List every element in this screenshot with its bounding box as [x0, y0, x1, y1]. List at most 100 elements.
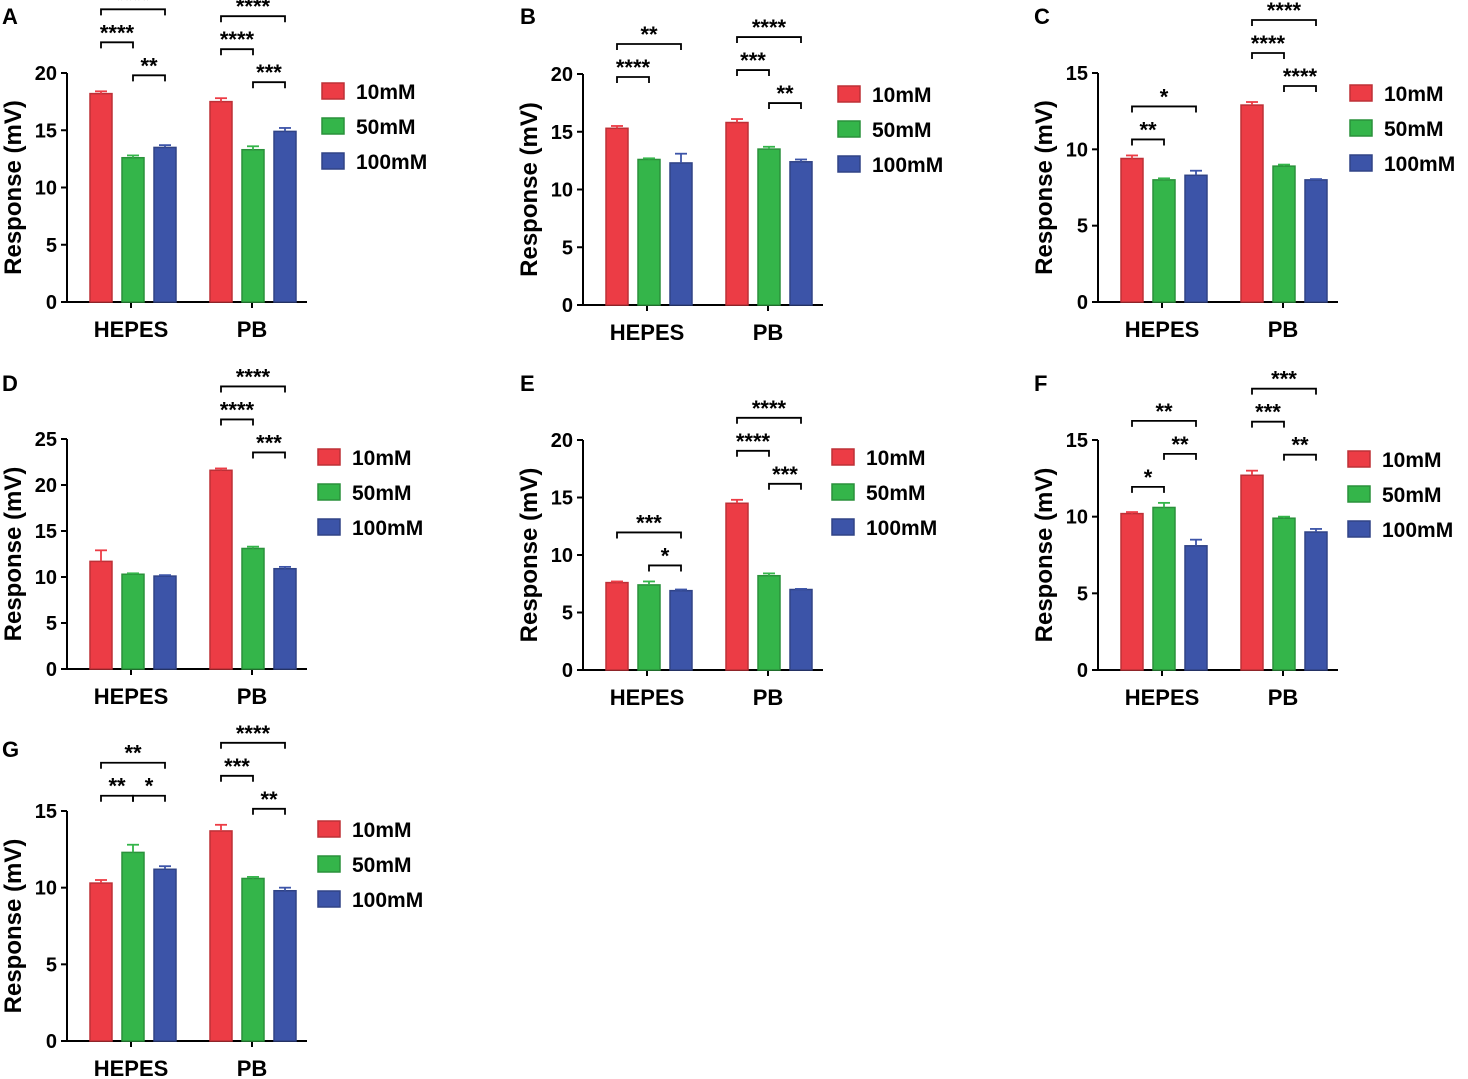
significance-label: **	[1155, 399, 1173, 424]
bar-50mM-pb	[1272, 517, 1296, 671]
y-tick-label: 0	[46, 1031, 57, 1053]
bar-10mM-hepes	[89, 882, 113, 1042]
y-tick-label: 5	[1077, 216, 1088, 238]
bar-50mM-hepes	[121, 156, 145, 303]
legend-swatch-50mM	[317, 483, 341, 501]
significance-label: ***	[740, 48, 766, 73]
y-tick-label: 25	[35, 429, 57, 451]
significance-bracket	[1251, 52, 1285, 60]
legend-swatch-50mM	[1349, 119, 1373, 137]
legend-swatch-50mM	[831, 483, 855, 501]
bar-100mM-hepes	[669, 162, 693, 306]
y-tick-label: 0	[562, 660, 573, 682]
significance-label: ****	[220, 27, 255, 52]
legend-swatch-100mM	[1347, 520, 1371, 538]
x-tick-label: PB	[753, 320, 784, 345]
legend-swatch-10mM	[321, 82, 345, 100]
y-tick-label: 10	[35, 567, 57, 589]
bar-10mM-pb	[209, 469, 233, 670]
y-axis-title: Response (mV)	[0, 467, 27, 642]
y-tick-label: 20	[35, 63, 57, 85]
y-axis-title: Response (mV)	[1031, 100, 1058, 275]
bar-10mM-hepes	[605, 581, 629, 671]
bar-10mM-pb	[209, 100, 233, 303]
legend-label: 50mM	[872, 119, 932, 142]
bar-100mM-pb	[1304, 179, 1328, 303]
x-tick-label: PB	[1268, 685, 1299, 710]
bar-50mM-hepes	[1152, 506, 1176, 671]
y-tick-label: 0	[46, 659, 57, 681]
significance-label: ****	[1267, 0, 1302, 23]
significance-bracket	[736, 449, 770, 457]
significance-label: ***	[772, 462, 798, 487]
significance-bracket	[220, 774, 254, 782]
bar-100mM-hepes	[1184, 174, 1208, 303]
bar-10mM-pb	[1240, 104, 1264, 303]
legend-swatch-10mM	[317, 448, 341, 466]
bar-10mM-pb	[209, 830, 233, 1042]
y-tick-label: 0	[46, 292, 57, 314]
legend-swatch-100mM	[317, 518, 341, 536]
bar-50mM-pb	[241, 547, 265, 670]
y-tick-label: 10	[35, 178, 57, 200]
bar-50mM-hepes	[121, 573, 145, 670]
y-tick-label: 5	[562, 603, 573, 625]
bar-100mM-hepes	[669, 589, 693, 671]
legend-label: 50mM	[1384, 118, 1444, 141]
y-tick-label: 20	[35, 475, 57, 497]
y-tick-label: 15	[551, 122, 573, 144]
y-tick-label: 5	[1077, 583, 1088, 605]
legend-swatch-10mM	[317, 820, 341, 838]
bar-100mM-pb	[273, 567, 297, 670]
y-tick-label: 5	[562, 237, 573, 259]
bar-100mM-hepes	[1184, 545, 1208, 671]
significance-label: ****	[1283, 64, 1318, 89]
y-tick-label: 10	[551, 180, 573, 202]
x-tick-label: PB	[237, 317, 268, 342]
significance-bracket	[1251, 387, 1317, 395]
y-tick-label: 10	[35, 878, 57, 900]
significance-label: **	[640, 22, 658, 47]
significance-bracket	[1163, 452, 1197, 460]
bar-100mM-hepes	[153, 868, 177, 1042]
significance-label: ****	[236, 0, 271, 19]
significance-bracket	[252, 81, 286, 89]
bar-100mM-pb	[1304, 531, 1328, 671]
significance-label: **	[124, 741, 142, 766]
bar-50mM-pb	[241, 877, 265, 1042]
significance-label: ****	[616, 55, 651, 80]
legend-label: 100mM	[866, 517, 937, 540]
panel-label: C	[1034, 4, 1050, 29]
significance-label: ****	[220, 397, 255, 422]
bar-10mM-hepes	[89, 560, 113, 670]
significance-bracket	[1251, 19, 1317, 27]
x-tick-label: PB	[237, 684, 268, 709]
significance-bracket	[1131, 105, 1197, 113]
significance-label: ****	[1251, 31, 1286, 56]
legend-label: 50mM	[356, 116, 416, 139]
significance-label: **	[1291, 433, 1309, 458]
significance-label: *	[1160, 84, 1169, 109]
legend-swatch-50mM	[317, 855, 341, 873]
legend-label: 100mM	[872, 154, 943, 177]
x-tick-label: HEPES	[94, 317, 169, 342]
y-tick-label: 15	[35, 120, 57, 142]
bar-10mM-pb	[725, 121, 749, 306]
significance-label: ****	[236, 364, 271, 389]
significance-label: *	[145, 774, 154, 799]
legend-label: 10mM	[1382, 449, 1442, 472]
x-tick-label: HEPES	[94, 1056, 169, 1079]
legend-label: 50mM	[1382, 484, 1442, 507]
legend-swatch-10mM	[1347, 450, 1371, 468]
x-tick-label: HEPES	[1125, 317, 1200, 342]
y-tick-label: 5	[46, 613, 57, 635]
x-tick-label: HEPES	[610, 685, 685, 710]
significance-label: **	[108, 774, 126, 799]
y-tick-label: 0	[562, 295, 573, 317]
legend-label: 10mM	[356, 81, 416, 104]
